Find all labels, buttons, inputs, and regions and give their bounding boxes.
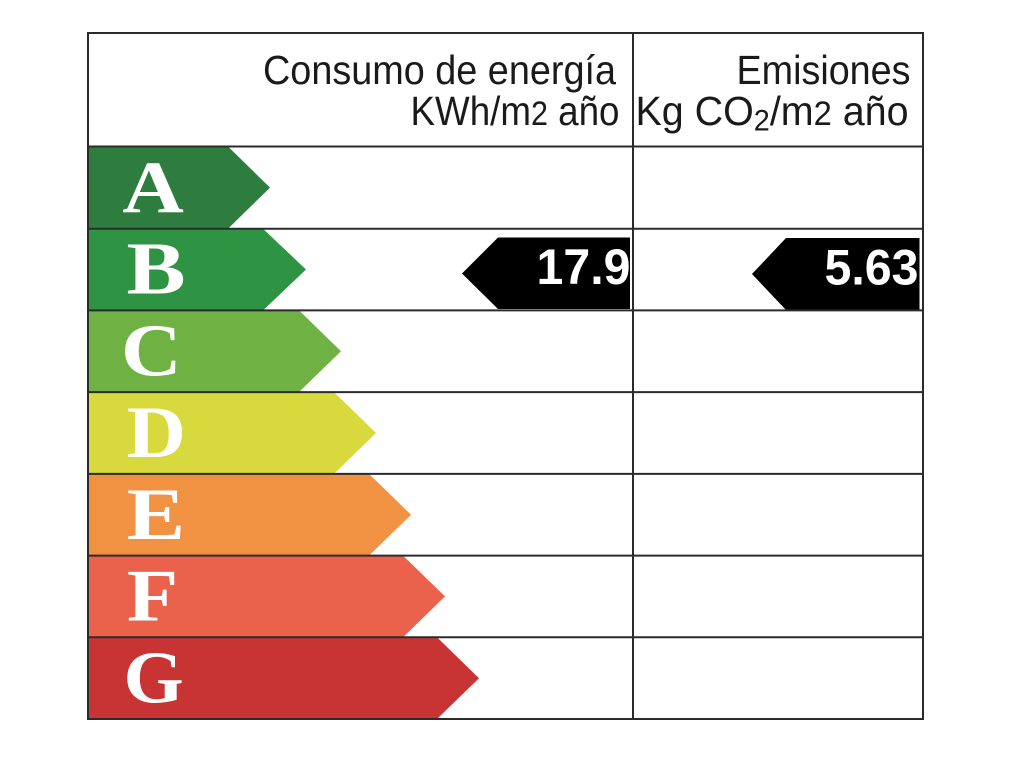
svg-text:F: F [127,556,178,638]
svg-text:Kg CO2/m2 año: Kg CO2/m2 año [636,88,909,138]
svg-text:Consumo de energía: Consumo de energía [263,47,616,93]
svg-text:B: B [127,229,186,311]
svg-text:17.9: 17.9 [537,238,631,295]
svg-text:5.63: 5.63 [825,238,919,295]
svg-text:D: D [127,392,186,474]
svg-text:Emisiones: Emisiones [737,47,911,93]
svg-text:A: A [122,147,184,229]
svg-text:E: E [127,474,185,556]
svg-text:G: G [124,637,184,719]
svg-text:C: C [121,310,182,392]
svg-text:KWh/m2 año: KWh/m2 año [411,88,620,134]
